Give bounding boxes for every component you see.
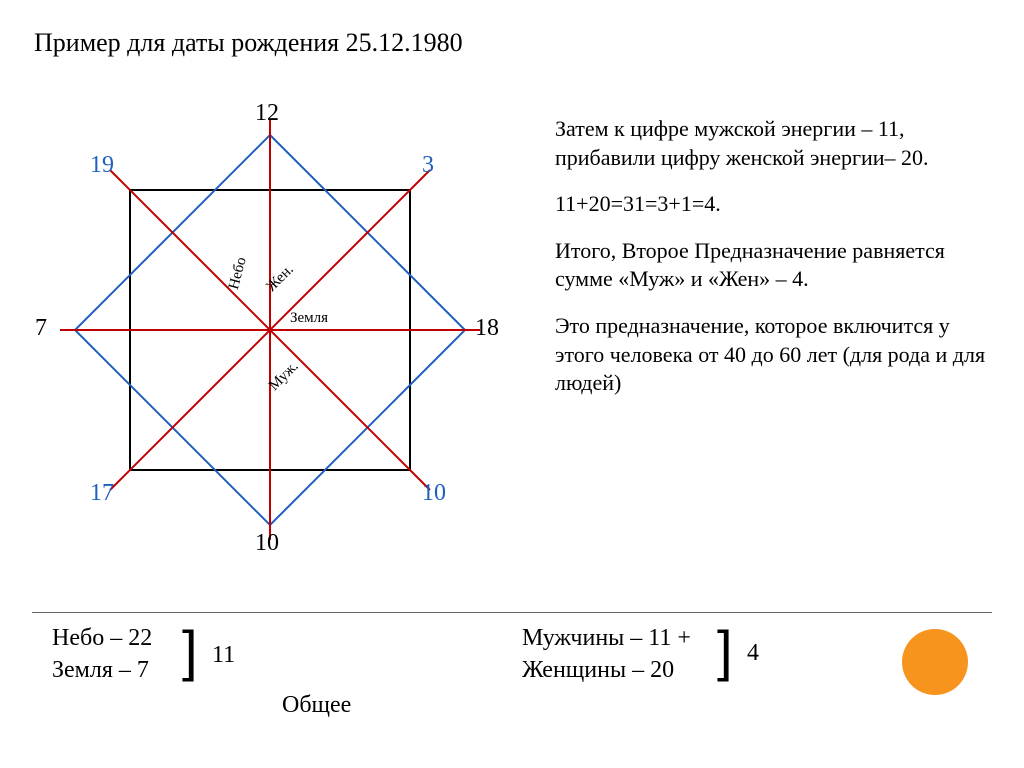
- nebo-value: Небо – 22: [52, 622, 152, 654]
- right-bracket-icon: ]: [717, 634, 733, 668]
- page-title: Пример для даты рождения 25.12.1980: [34, 28, 463, 58]
- vertex-left: 7: [35, 315, 47, 342]
- vertex-br: 10: [422, 480, 446, 507]
- vertex-tl: 19: [90, 152, 114, 179]
- left-bracket-icon: ]: [182, 634, 198, 668]
- desc-p4: Это предназначение, которое включится у …: [555, 312, 995, 398]
- octagram-diagram: 12 3 18 10 10 17 7 19 Небо Жен. Земля Му…: [30, 90, 510, 570]
- left-result: 11: [212, 642, 235, 669]
- women-value: Женщины – 20: [522, 654, 691, 686]
- vertex-bl: 17: [90, 480, 114, 507]
- vertex-top: 12: [255, 100, 279, 127]
- desc-p1: Затем к цифре мужской энергии – 11, приб…: [555, 115, 995, 172]
- desc-p3: Итого, Второе Предназначение равняется с…: [555, 237, 995, 294]
- orange-circle-icon: [902, 629, 968, 695]
- common-label: Общее: [282, 692, 351, 719]
- description-block: Затем к цифре мужской энергии – 11, приб…: [555, 115, 995, 416]
- bottom-right-group: Мужчины – 11 + Женщины – 20 ] 4: [522, 622, 691, 687]
- axis-zemlya: Земля: [290, 310, 328, 327]
- horizontal-divider: [32, 612, 992, 613]
- vertex-bottom: 10: [255, 530, 279, 557]
- bottom-left-group: Небо – 22 Земля – 7 ] 11: [52, 622, 152, 687]
- zemlya-value: Земля – 7: [52, 654, 152, 686]
- right-result: 4: [747, 640, 759, 667]
- vertex-tr: 3: [422, 152, 434, 179]
- desc-p2: 11+20=31=3+1=4.: [555, 190, 995, 219]
- vertex-right: 18: [475, 315, 499, 342]
- men-value: Мужчины – 11 +: [522, 622, 691, 654]
